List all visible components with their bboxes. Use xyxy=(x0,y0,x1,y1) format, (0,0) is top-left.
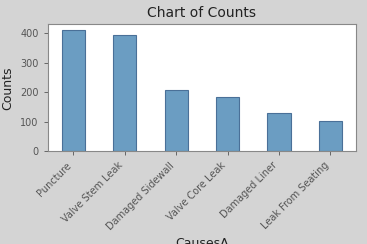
Bar xyxy=(216,97,239,151)
X-axis label: CausesA: CausesA xyxy=(175,237,229,244)
Y-axis label: Counts: Counts xyxy=(1,66,15,110)
Bar xyxy=(62,30,85,151)
Bar xyxy=(113,35,136,151)
Title: Chart of Counts: Chart of Counts xyxy=(147,6,257,20)
Bar xyxy=(319,121,342,151)
Bar xyxy=(164,90,188,151)
Bar xyxy=(268,113,291,151)
